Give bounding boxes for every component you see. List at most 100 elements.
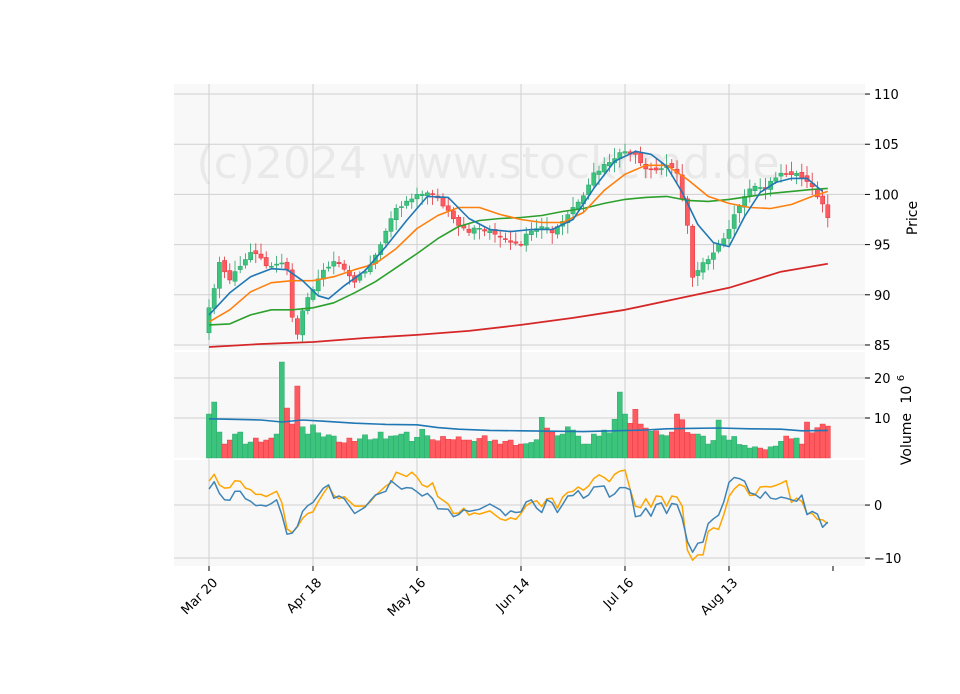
volume-bar: [461, 439, 467, 459]
candle-up: [695, 270, 701, 276]
volume-bar: [419, 429, 426, 459]
candle-down: [820, 195, 825, 205]
volume-bar: [409, 441, 415, 459]
candle-down: [263, 257, 269, 267]
candle-up: [269, 265, 274, 268]
macd-panel: [174, 460, 865, 566]
volume-bar: [601, 429, 607, 459]
candle-up: [716, 243, 721, 252]
volume-bar: [695, 433, 701, 459]
price-tick-label: 100: [874, 188, 899, 203]
volume-bar: [689, 433, 696, 459]
volume-bar: [424, 435, 431, 459]
volume-bar: [393, 435, 400, 459]
candle-down: [336, 262, 342, 264]
x-tick-label: Jul 16: [600, 576, 637, 613]
volume-axis-base: 10: [899, 386, 915, 404]
candle-up: [279, 262, 285, 265]
volume-bar: [414, 437, 420, 459]
candle-up: [731, 214, 737, 229]
volume-bar: [216, 431, 223, 459]
volume-bar: [575, 435, 581, 459]
volume-bar: [232, 433, 238, 459]
candle-down: [253, 250, 259, 255]
volume-bar: [221, 443, 228, 459]
volume-bar: [793, 437, 800, 459]
candle-up: [331, 261, 337, 267]
candle-up: [659, 168, 664, 170]
volume-bar: [783, 435, 789, 459]
candle-up: [596, 170, 602, 175]
price-tick-label: 90: [874, 289, 891, 304]
volume-bar: [450, 439, 457, 459]
candle-down: [783, 173, 789, 175]
candle-up: [211, 288, 217, 309]
candle-up: [523, 233, 529, 246]
volume-bar: [591, 433, 597, 459]
candle-down: [451, 210, 456, 220]
volume-bar: [372, 438, 379, 459]
candle-down: [690, 226, 695, 278]
candle-down: [258, 253, 264, 259]
candle-down: [633, 152, 638, 155]
x-tick-label: May 16: [385, 576, 429, 620]
price-tick-label: 85: [874, 339, 891, 354]
volume-moving-average-line: [208, 418, 828, 433]
volume-bar: [710, 440, 717, 459]
volume-bar: [502, 441, 509, 459]
macd-tick-label: 0: [874, 499, 882, 514]
candle-up: [471, 227, 477, 234]
candle-up: [575, 201, 581, 209]
candle-down: [508, 240, 513, 243]
volume-bar: [778, 441, 784, 459]
candle-down: [669, 163, 675, 168]
volume-bar: [320, 436, 327, 459]
volume-bar: [299, 426, 306, 459]
candle-up: [232, 271, 238, 282]
volume-bar: [440, 436, 446, 459]
volume-bar: [814, 427, 821, 459]
volume-bar: [336, 441, 342, 459]
candle-up: [773, 177, 779, 182]
candle-up: [721, 238, 727, 246]
volume-bar: [211, 401, 218, 459]
volume-bar: [617, 391, 623, 459]
candle-up: [778, 172, 784, 177]
volume-bar: [825, 425, 831, 459]
candle-up: [711, 252, 716, 260]
volume-bar: [773, 445, 779, 459]
candle-up: [487, 230, 493, 233]
volume-bar: [466, 439, 472, 459]
volume-bar: [726, 439, 732, 459]
candle-down: [284, 262, 290, 270]
candle-down: [456, 217, 461, 226]
candle-down: [503, 238, 508, 240]
volume-bar: [721, 435, 727, 459]
macd-signal-line: [208, 469, 829, 561]
volume-bar: [398, 433, 405, 459]
volume-bar: [752, 446, 758, 459]
candle-down: [789, 171, 794, 175]
candle-down: [482, 229, 487, 232]
volume-bar: [357, 438, 363, 459]
volume-bar: [487, 441, 493, 459]
watermark-text: (c)2024 www.stockcmd.de: [196, 138, 779, 189]
volume-bar: [383, 438, 389, 459]
volume-bar: [242, 443, 249, 459]
volume-bar: [513, 445, 519, 459]
volume-bar: [580, 443, 587, 459]
volume-tick-label: 20: [874, 372, 891, 387]
candle-down: [445, 205, 451, 211]
volume-bars: [206, 361, 831, 459]
volume-bar: [804, 421, 810, 459]
volume-bar: [585, 443, 592, 459]
volume-bar: [279, 361, 285, 459]
macd-line: [208, 476, 829, 553]
price-axis-label: Price: [905, 201, 921, 235]
gridlines: [174, 84, 865, 566]
volume-axis-exponent: 6: [896, 375, 907, 381]
candle-up: [388, 218, 394, 232]
volume-bar: [247, 441, 254, 459]
